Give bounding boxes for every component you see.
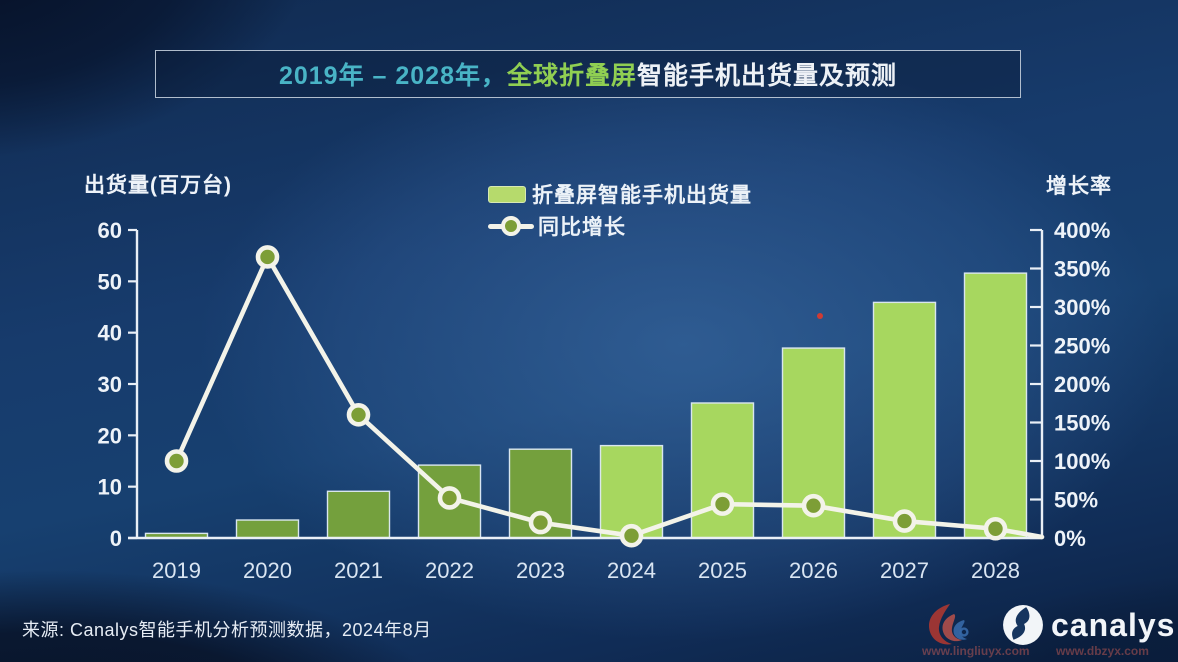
left-tick-label: 10	[98, 475, 122, 500]
bar-2027	[872, 301, 937, 539]
canalys-logo-icon	[1003, 605, 1043, 645]
right-tick-label: 200%	[1054, 372, 1110, 397]
red-dot	[817, 313, 823, 319]
marker-2022	[437, 486, 462, 510]
legend-line-label: 同比增长	[538, 216, 626, 239]
x-label-2022: 2022	[425, 558, 474, 583]
marker-2027	[892, 509, 917, 533]
bar-swatch-icon	[488, 185, 526, 203]
marker-2024	[619, 523, 644, 548]
brand-zone: canalys www.lingliuyx.com www.dbzyx.com	[920, 598, 1174, 658]
marker-2020	[255, 245, 280, 269]
x-label-2020: 2020	[243, 558, 292, 583]
right-tick-label: 300%	[1054, 295, 1110, 320]
source-note: 来源: Canalys智能手机分析预测数据，2024年8月	[22, 620, 432, 640]
right-tick-label: 400%	[1054, 218, 1110, 243]
chart-title: 2019年 – 2028年， 全球折叠屏 智能手机出货量及预测	[155, 50, 1021, 98]
right-tick-label: 350%	[1054, 257, 1110, 282]
x-label-2024: 2024	[607, 558, 656, 583]
bar-2021	[326, 490, 391, 539]
title-year-range: 2019年 – 2028年，	[278, 62, 507, 90]
left-tick-label: 30	[98, 372, 122, 397]
x-label-2025: 2025	[698, 558, 747, 583]
left-tick-label: 50	[98, 269, 122, 294]
left-tick-label: 40	[98, 321, 122, 346]
marker-2019	[164, 449, 189, 473]
right-tick-label: 100%	[1054, 449, 1110, 474]
legend-item-line: 同比增长	[488, 210, 752, 242]
watermark-url-2: www.dbzyx.com	[1056, 644, 1149, 658]
right-tick-label: 250%	[1054, 334, 1110, 359]
marker-2023	[528, 510, 553, 535]
right-tick-label: 150%	[1054, 411, 1110, 436]
left-tick-label: 20	[98, 423, 122, 448]
right-tick-label: 0%	[1054, 526, 1086, 551]
x-label-2026: 2026	[789, 558, 838, 583]
x-label-2021: 2021	[334, 558, 383, 583]
marker-2025	[710, 492, 735, 516]
title-highlight: 全球折叠屏	[507, 62, 638, 90]
bar-2025	[690, 402, 755, 539]
x-label-2019: 2019	[152, 558, 201, 583]
marker-2021	[346, 402, 371, 427]
legend-item-bars: 折叠屏智能手机出货量	[488, 178, 752, 210]
marker-2026	[801, 493, 826, 518]
legend: 折叠屏智能手机出货量 同比增长	[488, 178, 752, 242]
x-label-2023: 2023	[516, 558, 565, 583]
right-tick-label: 50%	[1054, 488, 1098, 513]
left-axis-title: 出货量(百万台)	[84, 174, 232, 197]
left-tick-label: 60	[98, 218, 122, 243]
line-marker-icon	[488, 210, 534, 242]
left-tick-label: 0	[110, 526, 122, 551]
watermark-url-1: www.lingliuyx.com	[922, 644, 1030, 658]
title-rest: 智能手机出货量及预测	[637, 62, 898, 90]
x-label-2027: 2027	[880, 558, 929, 583]
legend-bars-label: 折叠屏智能手机出货量	[532, 184, 752, 207]
x-label-2028: 2028	[971, 558, 1020, 583]
right-axis-title: 增长率	[1046, 175, 1112, 198]
bar-2028	[963, 272, 1028, 539]
phoenix-watermark-icon	[928, 604, 969, 645]
marker-2028	[983, 516, 1008, 541]
canalys-wordmark: canalys	[1051, 606, 1176, 643]
canalys-logo: canalys	[1002, 604, 1175, 646]
bar-2020	[235, 519, 300, 539]
